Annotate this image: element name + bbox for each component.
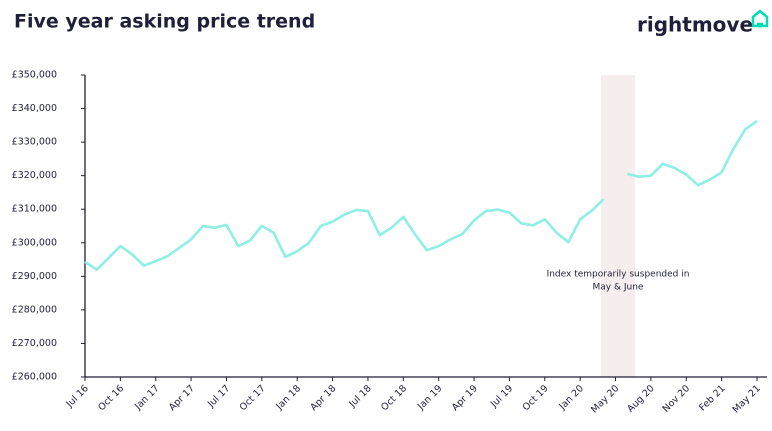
x-tick-label: Jul 18 [347,383,374,410]
y-tick-label: £260,000 [12,372,57,383]
annotation: Index temporarily suspended in [547,270,690,280]
x-tick-label: Oct 19 [521,383,551,413]
x-tick-label: Feb 21 [697,383,727,413]
chart-title: Five year asking price trend [14,11,315,33]
x-tick-label: Jul 16 [64,383,91,410]
x-tick-label: Oct 17 [238,383,268,413]
brand-icon [751,9,769,28]
annotation: May & June [593,283,644,293]
price-line [84,119,758,271]
x-tick-label: Jan 19 [415,383,445,413]
y-tick-label: £310,000 [12,204,57,215]
y-tick-label: £280,000 [12,304,57,315]
x-tick-label: May 20 [589,383,621,415]
x-tick-label: Jul 19 [488,383,515,410]
x-tick-label: Oct 18 [379,383,409,413]
x-tick-label: Aug 20 [625,383,657,415]
brand-logo: rightmove [637,13,753,37]
x-tick-label: Jul 17 [205,383,232,410]
x-tick-label: May 21 [731,383,763,415]
x-tick-label: Oct 16 [96,383,126,413]
suspension-band [601,75,635,377]
x-tick-label: Jan 17 [132,383,162,413]
x-tick-label: Jan 18 [274,383,304,413]
y-tick-label: £330,000 [12,137,57,148]
y-tick-label: £290,000 [12,271,57,282]
x-tick-label: Apr 18 [308,383,338,413]
y-tick-label: £350,000 [12,70,57,81]
y-tick-label: £320,000 [12,170,57,181]
y-tick-label: £300,000 [12,237,57,248]
x-tick-label: Apr 17 [167,383,197,413]
y-tick-label: £340,000 [12,103,57,114]
y-tick-label: £270,000 [12,338,57,349]
x-tick-label: Apr 19 [450,383,480,413]
x-tick-label: Jan 20 [557,383,587,413]
x-tick-label: Nov 20 [661,383,693,415]
